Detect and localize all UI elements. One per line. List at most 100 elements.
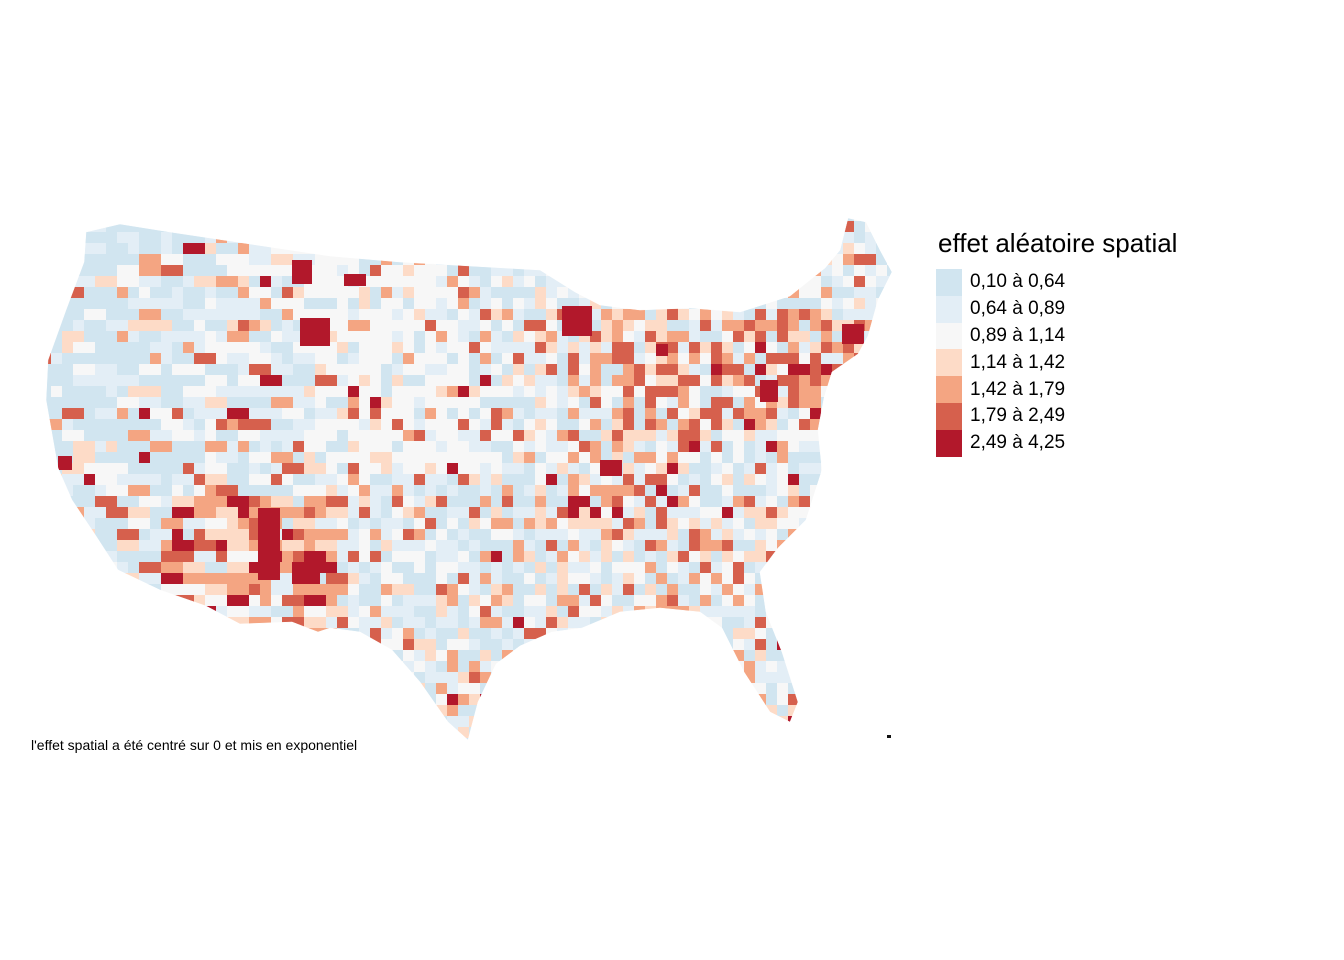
county-cell (425, 694, 437, 706)
county-cell (51, 584, 74, 596)
county-cell (172, 705, 184, 717)
county-cell (425, 606, 437, 618)
county-cell (777, 485, 789, 497)
county-cell (73, 595, 85, 607)
county-cell (887, 639, 892, 651)
county-cell (238, 218, 261, 222)
county-cell (799, 716, 811, 728)
county-cell (711, 606, 723, 618)
county-cell (832, 452, 844, 464)
county-cell (502, 716, 514, 728)
county-cell (458, 320, 470, 332)
county-cell (777, 342, 789, 354)
county-cell (315, 397, 327, 409)
county-cell (579, 562, 591, 574)
county-cell (205, 672, 217, 684)
county-cell (766, 452, 778, 464)
county-cell (447, 298, 459, 310)
county-cell (865, 375, 877, 387)
county-cell (62, 463, 85, 475)
county-cell (821, 485, 833, 497)
county-cell (590, 584, 602, 596)
county-cell (843, 595, 855, 607)
county-cell (304, 485, 327, 497)
county-cell (601, 606, 613, 618)
county-cell (535, 276, 547, 288)
county-cell (216, 606, 228, 618)
county-cell (271, 584, 294, 596)
county-cell (447, 705, 459, 717)
county-cell (381, 474, 393, 486)
county-cell (282, 639, 305, 651)
county-cell (535, 254, 547, 266)
county-cell (623, 287, 635, 299)
county-cell (326, 452, 349, 464)
county-cell (546, 221, 558, 233)
county-cell (700, 408, 712, 420)
county-cell (656, 452, 668, 464)
county-cell (227, 397, 250, 409)
county-cell (645, 727, 657, 739)
county-cell (678, 650, 690, 662)
county-cell (733, 441, 745, 453)
county-cell (326, 639, 338, 651)
county-cell (678, 287, 690, 299)
county-cell (656, 218, 668, 222)
county-cell (205, 397, 228, 409)
county-cell (348, 375, 360, 387)
county-cell (755, 441, 767, 453)
county-cell (667, 650, 679, 662)
county-cell (810, 430, 822, 442)
county-cell (73, 375, 96, 387)
county-cell (447, 254, 459, 266)
county-cell (667, 419, 679, 431)
county-cell (722, 298, 734, 310)
county-cell (359, 738, 371, 740)
county-cell (700, 452, 712, 464)
county-cell (359, 452, 371, 464)
county-cell (777, 419, 789, 431)
county-cell (271, 342, 294, 354)
county-cell (678, 562, 690, 574)
county-cell (700, 705, 712, 717)
county-cell (700, 221, 712, 233)
county-cell (590, 496, 602, 508)
county-cell (172, 353, 195, 365)
county-cell (821, 408, 833, 420)
county-cell (810, 463, 822, 475)
county-cell (414, 298, 426, 310)
county-cell (348, 353, 360, 365)
county-cell (524, 650, 536, 662)
county-cell (865, 639, 877, 651)
county-cell (161, 218, 173, 222)
county-cell (491, 672, 503, 684)
county-cell (689, 694, 701, 706)
county-cell (689, 265, 701, 277)
county-cell (524, 639, 536, 651)
county-cell (271, 474, 283, 486)
county-cell (546, 386, 558, 398)
county-cell (546, 562, 558, 574)
county-cell (854, 738, 866, 740)
county-cell (117, 650, 129, 662)
county-cell (832, 342, 844, 354)
county-cell (667, 617, 679, 629)
county-cell (524, 441, 536, 453)
county-cell (436, 331, 448, 343)
county-cell (744, 529, 756, 541)
county-cell (876, 584, 888, 596)
county-cell (381, 529, 393, 541)
county-cell (722, 265, 734, 277)
county-cell (887, 529, 892, 541)
county-cell (634, 331, 646, 343)
county-cell (414, 518, 426, 530)
county-cell (403, 716, 415, 728)
county-cell (568, 375, 580, 387)
county-cell (667, 287, 679, 299)
county-cell (612, 529, 624, 541)
county-cell (766, 364, 778, 376)
county-cell (744, 540, 756, 552)
county-cell (238, 254, 250, 266)
county-cell (403, 661, 415, 673)
county-cell (326, 364, 338, 376)
